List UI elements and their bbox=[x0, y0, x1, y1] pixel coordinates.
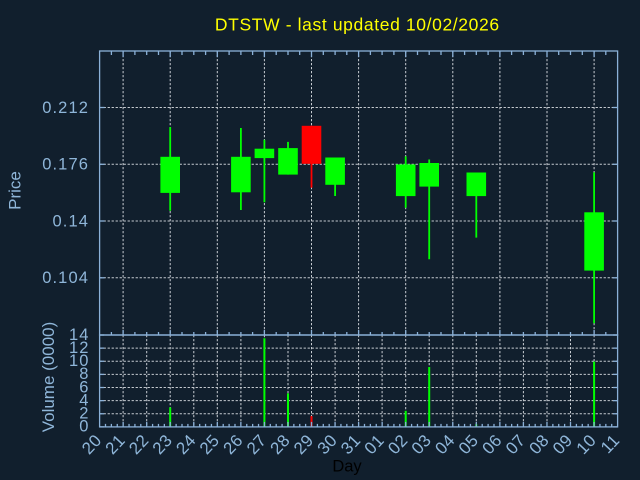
svg-text:0: 0 bbox=[79, 418, 89, 436]
svg-text:14: 14 bbox=[69, 326, 90, 344]
svg-text:6: 6 bbox=[79, 378, 89, 396]
svg-text:8: 8 bbox=[79, 365, 89, 383]
svg-text:4: 4 bbox=[79, 391, 89, 409]
svg-text:0.176: 0.176 bbox=[42, 156, 89, 174]
svg-text:0.14: 0.14 bbox=[52, 212, 89, 230]
svg-text:10: 10 bbox=[69, 352, 90, 370]
svg-text:0.212: 0.212 bbox=[42, 99, 89, 117]
svg-text:2: 2 bbox=[79, 405, 89, 423]
svg-text:12: 12 bbox=[69, 339, 90, 357]
svg-text:Price: Price bbox=[6, 171, 25, 210]
svg-text:Volume (0000): Volume (0000) bbox=[39, 322, 58, 433]
svg-text:Day: Day bbox=[332, 458, 362, 476]
svg-text:0.104: 0.104 bbox=[42, 269, 89, 287]
svg-text:DTSTW - last updated 10/02/202: DTSTW - last updated 10/02/2026 bbox=[215, 15, 500, 35]
